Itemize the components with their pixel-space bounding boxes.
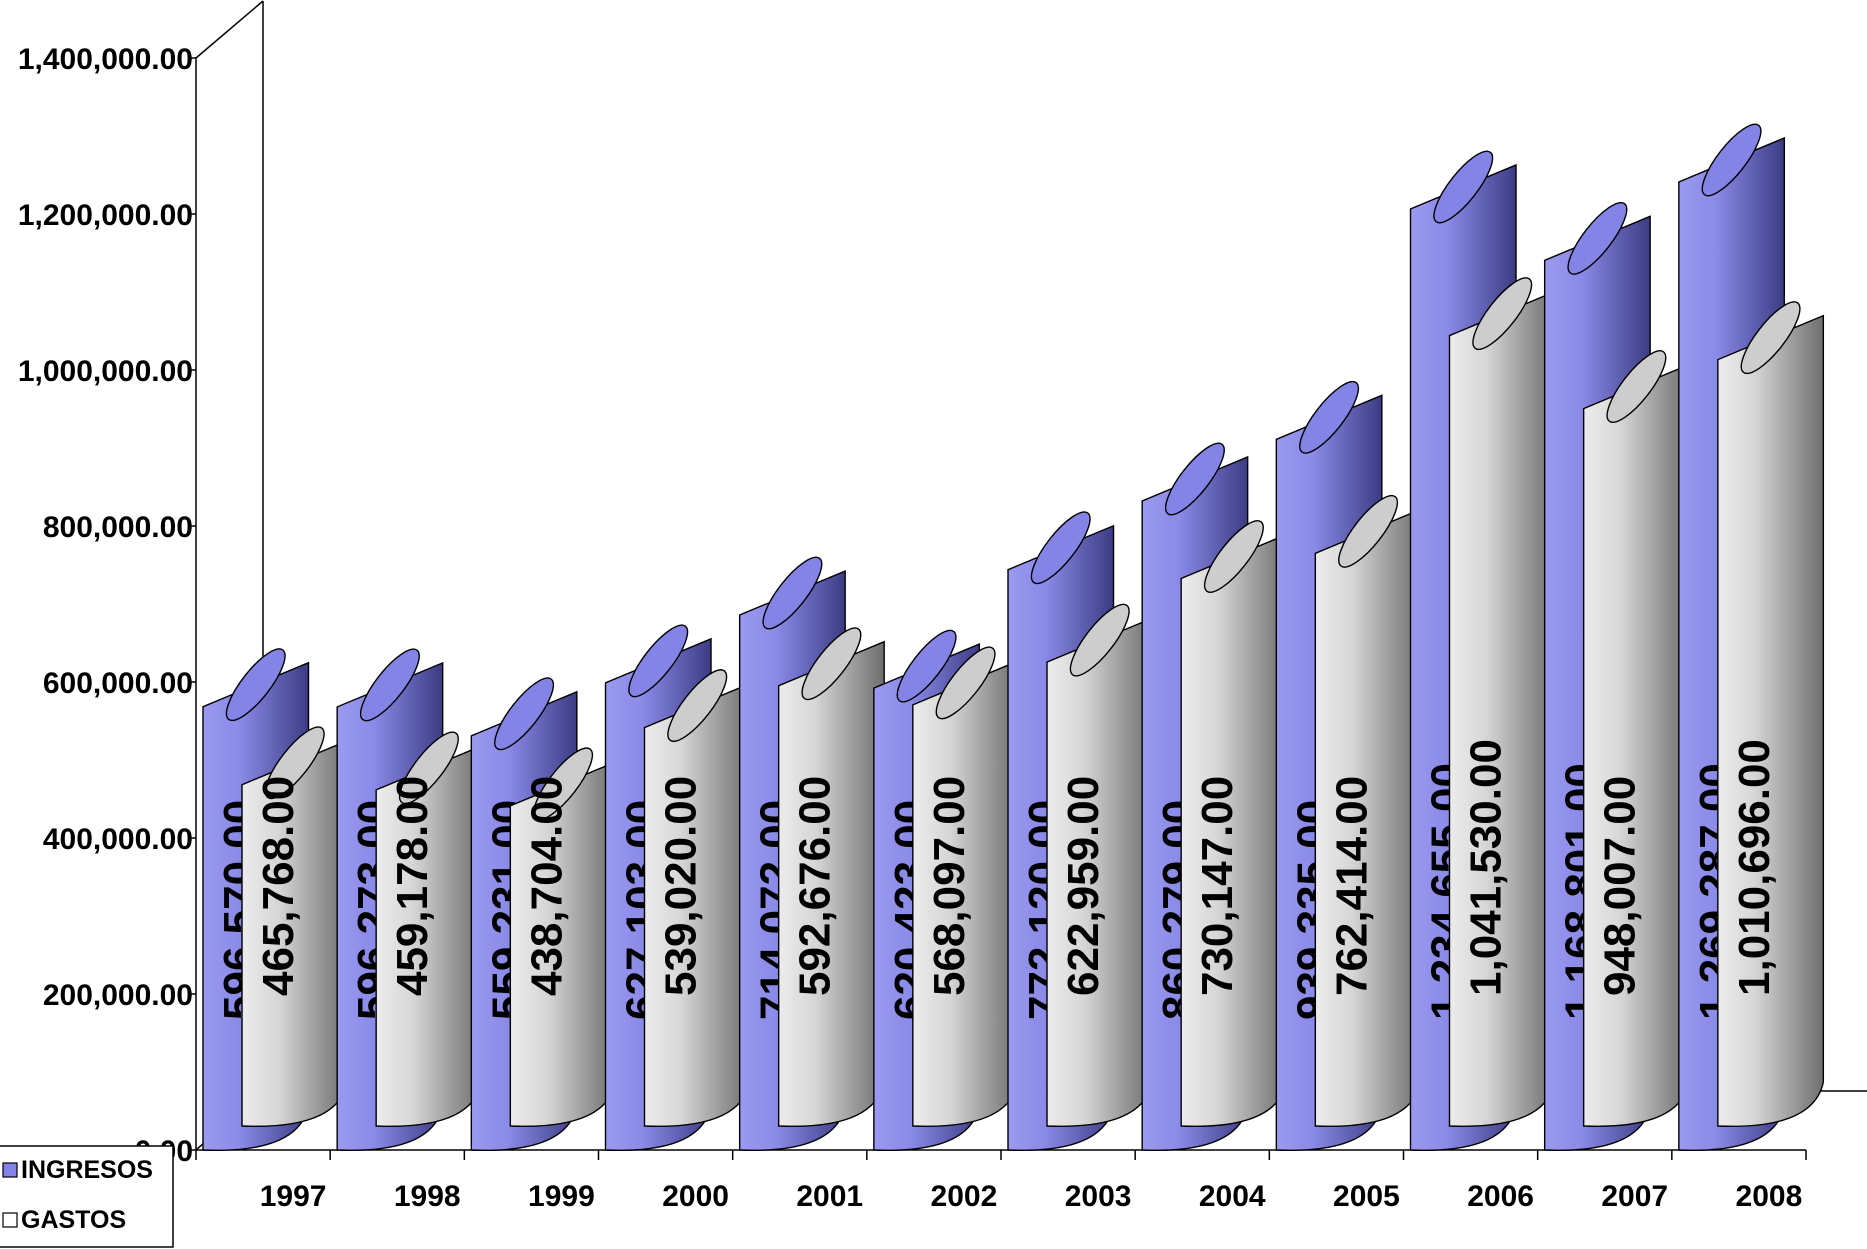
bar-cap bbox=[1740, 301, 1801, 375]
bar-cap bbox=[801, 627, 862, 701]
bar-gastos-2001: 592,676.00 bbox=[777, 627, 885, 1128]
bar-gastos-2008: 1,010,696.00 bbox=[1717, 301, 1825, 1128]
y-tick-label: 200,000.00 bbox=[43, 979, 193, 1012]
x-tick-label: 2000 bbox=[662, 1180, 729, 1213]
bar-gastos-2004: 730,147.00 bbox=[1180, 520, 1288, 1128]
bar-body bbox=[1717, 314, 1825, 1128]
data-label-gastos-2007: 948,007.00 bbox=[1596, 776, 1645, 996]
bar-cap bbox=[1030, 511, 1091, 585]
bar-body bbox=[1582, 363, 1690, 1128]
back-wall-top-edge bbox=[195, 0, 264, 59]
data-label-gastos-2008: 1,010,696.00 bbox=[1730, 739, 1779, 996]
bar-gastos-2005: 762,414.00 bbox=[1314, 494, 1422, 1128]
bar-gastos-1998: 459,178.00 bbox=[375, 731, 483, 1128]
bar-cap bbox=[762, 556, 823, 630]
x-tick-label: 1997 bbox=[260, 1180, 327, 1213]
x-tick-label: 2004 bbox=[1199, 1180, 1266, 1213]
x-tick-label: 2001 bbox=[796, 1180, 863, 1213]
x-tick-label: 2007 bbox=[1601, 1180, 1668, 1213]
bar-cap bbox=[359, 648, 420, 722]
bar-cap bbox=[1606, 350, 1667, 423]
y-tick-label: 800,000.00 bbox=[43, 511, 193, 544]
legend-label-ingresos: INGRESOS bbox=[21, 1156, 153, 1184]
data-label-gastos-2005: 762,414.00 bbox=[1327, 776, 1376, 996]
bar-gastos-2000: 539,020.00 bbox=[643, 669, 751, 1128]
legend-box bbox=[0, 1145, 174, 1248]
bar-cap bbox=[1069, 603, 1130, 677]
bar-cap bbox=[225, 648, 286, 722]
y-tick-label: 1,000,000.00 bbox=[18, 355, 193, 388]
bar-cap bbox=[1433, 150, 1494, 224]
bar-body bbox=[1448, 290, 1556, 1128]
bar-cap bbox=[1472, 277, 1533, 351]
bar-cap bbox=[1299, 380, 1360, 454]
data-label-gastos-2006: 1,041,530.00 bbox=[1462, 739, 1511, 996]
bar-gastos-2007: 948,007.00 bbox=[1582, 350, 1690, 1128]
x-tick-label: 2003 bbox=[1065, 1180, 1132, 1213]
bar-cap bbox=[628, 624, 689, 698]
data-label-gastos-2001: 592,676.00 bbox=[791, 776, 840, 996]
legend: INGRESOS GASTOS bbox=[0, 1145, 174, 1248]
y-tick-label: 600,000.00 bbox=[43, 667, 193, 700]
bar-cap bbox=[533, 747, 594, 821]
x-tick-label: 2002 bbox=[931, 1180, 998, 1213]
legend-swatch-gastos bbox=[2, 1212, 18, 1228]
bar-cap bbox=[667, 669, 728, 742]
data-label-gastos-2000: 539,020.00 bbox=[657, 776, 706, 996]
x-tick-label: 1999 bbox=[528, 1180, 595, 1213]
y-tick-label: 1,400,000.00 bbox=[18, 43, 193, 76]
bar-cap bbox=[1338, 494, 1399, 568]
y-tick-label: 400,000.00 bbox=[43, 823, 193, 856]
bar-cap bbox=[1164, 442, 1225, 516]
x-tick-label: 2008 bbox=[1736, 1180, 1803, 1213]
data-label-gastos-1999: 438,704.00 bbox=[522, 776, 571, 996]
bar-cap bbox=[935, 646, 996, 720]
bar-gastos-2003: 622,959.00 bbox=[1046, 603, 1154, 1128]
data-label-gastos-2004: 730,147.00 bbox=[1193, 776, 1242, 996]
bar-cap bbox=[1203, 520, 1264, 593]
x-tick-label: 1998 bbox=[394, 1180, 461, 1213]
bar-cap bbox=[494, 677, 555, 751]
bar-gastos-1997: 465,768.00 bbox=[241, 726, 349, 1128]
bar-cap bbox=[896, 629, 957, 703]
x-tick-label: 2006 bbox=[1467, 1180, 1534, 1213]
legend-swatch-ingresos bbox=[2, 1162, 18, 1178]
bar-cap bbox=[1701, 123, 1762, 197]
bar-cap bbox=[264, 726, 325, 800]
bar-cap bbox=[398, 731, 459, 805]
bar-gastos-2006: 1,041,530.00 bbox=[1448, 277, 1556, 1128]
y-tick-label: 1,200,000.00 bbox=[18, 199, 193, 232]
bar-gastos-2002: 568,097.00 bbox=[912, 646, 1020, 1128]
bar-cap bbox=[1567, 201, 1628, 275]
bar-gastos-1999: 438,704.00 bbox=[509, 747, 617, 1128]
data-label-gastos-2002: 568,097.00 bbox=[925, 776, 974, 996]
legend-label-gastos: GASTOS bbox=[21, 1206, 126, 1234]
data-label-gastos-1998: 459,178.00 bbox=[388, 776, 437, 996]
x-tick-label: 2005 bbox=[1333, 1180, 1400, 1213]
data-label-gastos-1997: 465,768.00 bbox=[254, 776, 303, 996]
data-label-gastos-2003: 622,959.00 bbox=[1059, 776, 1108, 996]
